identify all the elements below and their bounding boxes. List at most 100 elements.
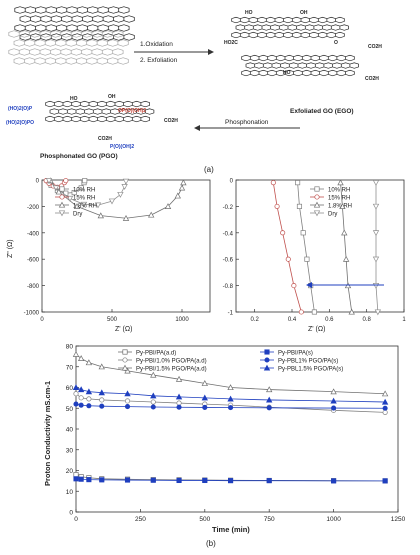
conductivity-plot-frame: [75, 345, 399, 513]
data-point: [73, 472, 79, 478]
data-point: [348, 308, 355, 315]
data-point: [150, 392, 157, 399]
y-tick-label: 20: [66, 468, 74, 475]
data-point: [98, 363, 105, 370]
y-tick-label: -600: [27, 258, 40, 264]
data-point: [72, 384, 80, 391]
x-tick-label: 0.6: [325, 317, 334, 323]
data-point: [148, 211, 155, 218]
data-point: [372, 283, 380, 289]
y-tick-label: -0.8: [223, 284, 234, 290]
legend-label: 15% RH: [328, 195, 350, 201]
data-point: [201, 394, 208, 401]
data-point: [150, 477, 156, 483]
legend-label: 10% RH: [73, 187, 95, 193]
data-point: [266, 396, 273, 403]
x-tick-label: 1: [402, 317, 406, 323]
data-point: [71, 189, 77, 196]
y-tick-label: 50: [66, 406, 74, 413]
phosphonation-arrow: [194, 125, 300, 131]
data-point: [52, 185, 60, 192]
data-point: [372, 230, 380, 237]
data-point: [55, 188, 62, 195]
legend-label: 10% RH: [328, 187, 350, 193]
legend-label: Py-PBI/1.0% PGO/PA(a.d): [136, 358, 207, 364]
pgo-group-ho: HO: [70, 96, 78, 102]
data-point: [99, 403, 105, 409]
pgo-group-phosphonate-2: (HO)2(O)PO: [6, 120, 34, 126]
legend-marker: [122, 349, 128, 355]
ego-label: Exfoliated GO (EGO): [290, 108, 354, 115]
data-point: [228, 478, 234, 484]
ego-group-co2h: CO2H: [368, 44, 382, 50]
graphite-layer-bottom: [8, 30, 129, 65]
data-point: [124, 390, 131, 397]
data-point: [311, 309, 317, 315]
data-point: [117, 191, 124, 198]
ego-sheet-lower: [241, 54, 359, 77]
panel-a-label: (a): [204, 165, 214, 174]
data-point: [175, 393, 183, 400]
data-point: [274, 203, 280, 209]
legend-marker: [263, 364, 271, 371]
legend-label: 1.8% RH: [328, 203, 352, 209]
nyquist-zoom-chart: 0.2 0.4 0.6 0.8 1-1-0.8-0.6-0.4-0.20 10% RH1…: [223, 179, 407, 334]
data-point: [339, 203, 346, 209]
data-point: [296, 203, 303, 209]
nyquist-chart: 0 500 1000 0 -200 -400 -600 -800 -1000 10% RH 15%…: [7, 177, 211, 333]
step2-label: 2. Exfoliation: [140, 57, 178, 64]
legend-label: Py-PBL1.5% PGO/PA(s): [278, 366, 343, 372]
data-point: [164, 203, 172, 209]
data-point: [99, 397, 105, 403]
data-point: [78, 185, 84, 191]
legend-marker: [121, 364, 129, 371]
legend-label: Dry: [73, 211, 82, 217]
data-point: [86, 403, 92, 409]
legend-label: Py-PBI/PA(s): [278, 350, 313, 356]
zoom-shift-arrow: [306, 282, 384, 288]
legend-marker: [59, 186, 65, 192]
data-point: [150, 404, 156, 410]
data-point: [228, 405, 234, 411]
legend-marker: [314, 186, 320, 192]
legend-label: Py-PBI/1.5% PGO/PA(a.d): [136, 366, 207, 372]
ego-group-ho2c: HO2C: [224, 40, 238, 46]
data-point: [227, 384, 234, 391]
legend-marker: [264, 349, 270, 355]
series-line: [272, 182, 302, 313]
data-point: [124, 398, 131, 404]
data-point: [78, 395, 84, 401]
data-point: [330, 388, 337, 395]
data-point: [270, 180, 276, 186]
ego-sheets: [231, 16, 359, 77]
data-point: [73, 401, 79, 407]
conductivity-x-label: Time (min): [212, 525, 250, 534]
data-point: [73, 476, 79, 482]
data-point: [180, 179, 187, 186]
pgo-group-phosphonate-1: (HO)2(O)P: [8, 106, 33, 112]
data-point: [178, 184, 186, 191]
data-point: [382, 478, 388, 484]
data-point: [78, 402, 84, 408]
data-point: [202, 404, 208, 410]
y-tick-label: -800: [27, 284, 40, 290]
conductivity-legend: Py-PBI/PA(a.d) Py-PBI/1.0% PGO/PA(a.d) Py-…: [118, 349, 343, 372]
legend-marker: [58, 210, 66, 217]
zoom-marks: [270, 179, 382, 316]
nyquist-legend: 10% RH 15% RH 1.8% RH Dry: [55, 186, 97, 217]
step1-label: 1.Oxidation: [140, 41, 173, 48]
x-tick-label: 0.2: [250, 317, 259, 323]
y-tick-label: 0: [69, 510, 73, 517]
ego-group-co2h-2: CO2H: [365, 76, 379, 82]
data-point: [77, 355, 85, 361]
graphite-layer-top: [14, 6, 135, 41]
data-point: [372, 256, 380, 263]
oxidation-arrow: [134, 49, 214, 55]
data-point: [298, 309, 304, 315]
ego-group-o: O: [334, 40, 338, 46]
data-point: [63, 178, 69, 184]
data-point: [108, 198, 116, 205]
data-point: [304, 256, 310, 262]
pgo-sheet-outline: [45, 100, 155, 123]
